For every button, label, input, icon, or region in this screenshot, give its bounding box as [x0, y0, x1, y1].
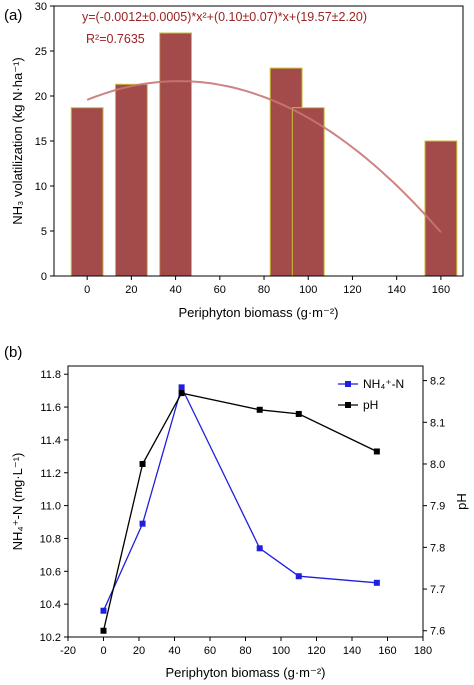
panel-b-chart: (b) NH₄⁺-N (mg·L⁻¹) pH Periphyton biomas…	[4, 344, 469, 680]
panel-a-x-tick-label-6: 120	[343, 284, 361, 296]
legend-label-1: pH	[363, 398, 378, 412]
panel-b-x-axis-label: Periphyton biomass (g·m⁻²)	[165, 665, 325, 680]
panel-b-y-tick-label-4: 11.0	[40, 501, 61, 513]
panel-b-y-tick-label-8: 11.8	[40, 369, 61, 381]
panel-b-right-y-tick-label-3: 7.9	[430, 501, 445, 513]
panel-b-y-tick-label-6: 11.4	[40, 435, 61, 447]
panel-a-x-tick-label-8: 160	[432, 284, 450, 296]
panel-b-x-tick-label-3: 40	[168, 645, 180, 657]
panel-b-right-y-tick-label-1: 7.7	[430, 584, 445, 596]
series-0-point-0	[100, 607, 107, 614]
series-1-point-4	[295, 410, 302, 417]
panel-a-x-tick-label-0: 0	[84, 284, 90, 296]
series-0-point-1	[139, 520, 146, 527]
panel-b-x-tick-label-0: -20	[60, 645, 76, 657]
panel-b-x-tick-label-9: 160	[378, 645, 396, 657]
bar-1	[114, 83, 148, 277]
panel-a-y-tick-label-3: 15	[35, 136, 47, 148]
panel-a-x-tick-label-3: 60	[214, 284, 226, 296]
fit-curve	[86, 80, 442, 233]
panel-a-x-tick-label-5: 100	[299, 284, 317, 296]
panel-a-y-tick-label-0: 0	[41, 271, 47, 283]
panel-a-x-tick-label-4: 80	[258, 284, 270, 296]
panel-a-y-tick-label-2: 10	[35, 181, 47, 193]
panel-b-x-tick-label-6: 100	[272, 645, 290, 657]
panel-a-x-tick-label-7: 140	[387, 284, 405, 296]
panel-b-y-tick-label-7: 11.6	[40, 402, 61, 414]
series-0-line	[102, 385, 377, 611]
panel-a-x-tick-label-1: 20	[125, 284, 137, 296]
panel-a-fit-equation: y=(-0.0012±0.0005)*x²+(0.10±0.07)*x+(19.…	[82, 10, 367, 24]
panel-b-right-y-tick-label-2: 7.8	[430, 542, 445, 554]
panel-b-label: (b)	[4, 344, 22, 361]
bar-2	[159, 32, 193, 277]
series-0-point-3	[256, 545, 263, 552]
panel-b-x-tick-label-2: 20	[133, 645, 145, 657]
panel-b-y-tick-label-5: 11.2	[40, 468, 61, 480]
series-0-point-2	[178, 384, 185, 391]
panel-b-x-tick-label-7: 120	[307, 645, 325, 657]
panel-b-right-y-axis-label: pH	[454, 493, 469, 510]
series-1-point-2	[178, 390, 185, 397]
panel-b-y-tick-label-2: 10.6	[40, 566, 61, 578]
panel-b-x-tick-label-1: 0	[100, 645, 106, 657]
panel-b-right-y-tick-label-6: 8.2	[430, 376, 445, 388]
bar-4	[291, 107, 325, 277]
panel-b-right-y-tick-label-5: 8.1	[430, 417, 445, 429]
panel-b-x-tick-label-4: 60	[204, 645, 216, 657]
panel-b-right-y-tick-label-4: 8.0	[430, 459, 445, 471]
panel-a-y-axis-label: NH₃ volatilization (kg N·ha⁻¹)	[10, 57, 25, 224]
panel-b-y-axis-label: NH₄⁺-N (mg·L⁻¹)	[10, 453, 25, 551]
panel-b-y-tick-label-3: 10.8	[40, 533, 61, 545]
panel-b-right-y-tick-label-0: 7.6	[430, 626, 445, 638]
panel-a-r-squared: R²=0.7635	[86, 32, 145, 46]
panel-a-y-tick-label-1: 5	[41, 226, 47, 238]
bar-5	[424, 140, 458, 277]
series-1-point-3	[256, 406, 263, 413]
series-1-point-1	[139, 460, 146, 467]
panel-a-label: (a)	[4, 7, 22, 24]
bar-0	[70, 107, 104, 277]
series-0-point-4	[295, 573, 302, 580]
panel-a-x-axis-label: Periphyton biomass (g·m⁻²)	[178, 305, 338, 320]
legend-label-0: NH₄⁺-N	[363, 377, 404, 391]
series-1-line	[102, 392, 378, 631]
panel-a-y-tick-label-6: 30	[35, 1, 47, 13]
series-1-point-5	[373, 448, 380, 455]
series-0-point-5	[373, 579, 380, 586]
panel-b-x-tick-label-10: 180	[414, 645, 432, 657]
panel-a-x-tick-label-2: 40	[169, 284, 181, 296]
panel-a-chart: (a) NH₃ volatilization (kg N·ha⁻¹) Perip…	[4, 1, 464, 320]
panel-b-y-tick-label-0: 10.2	[40, 632, 61, 644]
series-1-point-0	[100, 627, 107, 634]
panel-b-x-tick-label-8: 140	[343, 645, 361, 657]
legend-marker-0	[345, 381, 351, 387]
legend-marker-1	[345, 402, 351, 408]
panel-b-y-tick-label-1: 10.4	[40, 599, 61, 611]
panel-a-y-tick-label-4: 20	[35, 91, 47, 103]
panel-b-x-tick-label-5: 80	[239, 645, 251, 657]
panel-a-y-tick-label-5: 25	[35, 46, 47, 58]
